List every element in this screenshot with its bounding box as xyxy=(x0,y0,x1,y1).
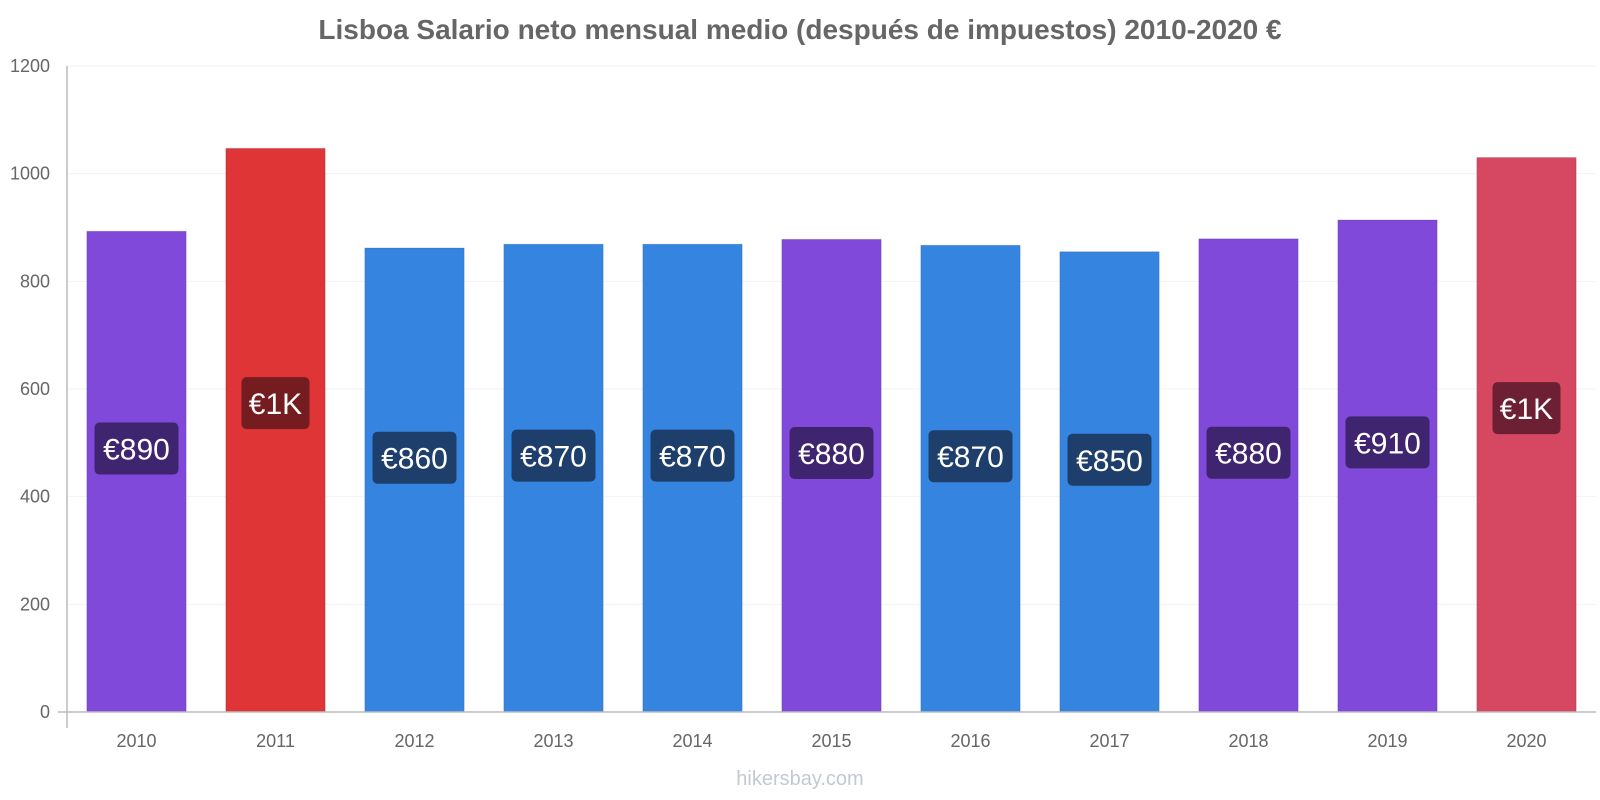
x-tick-label: 2015 xyxy=(811,731,851,751)
data-label-2019: €910 xyxy=(1345,416,1430,469)
x-tick-label: 2012 xyxy=(394,731,434,751)
data-label-text: €870 xyxy=(937,441,1004,474)
y-axis-ticks: 0 200 400 600 800 1000 1200 xyxy=(10,56,50,722)
x-tick-label: 2016 xyxy=(950,731,990,751)
x-axis-ticks: 2010 2011 2012 2013 2014 2015 2016 2017 2018 2019… xyxy=(116,731,1546,751)
data-label-box xyxy=(1492,382,1561,435)
data-label-text: €890 xyxy=(103,434,170,467)
x-tick-label: 2017 xyxy=(1089,731,1129,751)
data-label-box xyxy=(1067,433,1152,486)
watermark: hikersbay.com xyxy=(736,768,864,790)
data-label-text: €870 xyxy=(659,441,726,474)
bar-2011 xyxy=(225,147,326,713)
data-label-text: €910 xyxy=(1354,427,1421,460)
data-label-box xyxy=(241,377,310,430)
data-label-2011: €1K xyxy=(241,377,310,430)
x-tick-label: 2011 xyxy=(256,731,295,751)
data-label-2015: €880 xyxy=(789,426,874,479)
data-label-box xyxy=(94,422,179,475)
x-tick-label: 2020 xyxy=(1506,731,1546,751)
bar-2020 xyxy=(1476,157,1577,713)
data-label-text: €850 xyxy=(1076,445,1143,478)
data-label-text: €1K xyxy=(1500,393,1553,426)
data-label-box xyxy=(928,430,1013,483)
chart-title: Lisboa Salario neto mensual medio (despu… xyxy=(318,14,1282,45)
data-label-2018: €880 xyxy=(1206,426,1291,479)
data-label-2016: €870 xyxy=(928,430,1013,483)
data-label-box xyxy=(1345,416,1430,469)
data-label-text: €860 xyxy=(381,443,448,476)
data-label-text: €880 xyxy=(1215,438,1282,471)
x-tick-label: 2013 xyxy=(533,731,573,751)
data-label-box xyxy=(372,431,457,484)
y-tick-label: 800 xyxy=(20,271,50,291)
data-label-box xyxy=(650,429,735,482)
y-tick-label: 400 xyxy=(20,487,50,507)
data-label-text: €880 xyxy=(798,438,865,471)
y-tick-label: 1200 xyxy=(10,56,50,76)
data-label-box xyxy=(511,429,596,482)
x-tick-label: 2019 xyxy=(1367,731,1407,751)
y-tick-label: 200 xyxy=(20,594,50,614)
x-tick-label: 2014 xyxy=(672,731,712,751)
data-label-2014: €870 xyxy=(650,429,735,482)
data-label-2013: €870 xyxy=(511,429,596,482)
data-label-text: €1K xyxy=(249,388,302,421)
data-label-2017: €850 xyxy=(1067,433,1152,486)
data-label-box xyxy=(1206,426,1291,479)
y-tick-label: 0 xyxy=(40,702,50,722)
data-label-2020: €1K xyxy=(1492,382,1561,435)
y-tick-label: 1000 xyxy=(10,164,50,184)
x-tick-label: 2018 xyxy=(1228,731,1268,751)
axes xyxy=(58,66,1596,728)
data-label-box xyxy=(789,426,874,479)
data-label-2010: €890 xyxy=(94,422,179,475)
y-tick-label: 600 xyxy=(20,379,50,399)
x-tick-label: 2010 xyxy=(116,731,156,751)
data-labels: €890 €1K €860 €870 €870 €880 €870 €850 €880 €910 €… xyxy=(94,377,1561,486)
data-label-text: €870 xyxy=(520,441,587,474)
data-label-2012: €860 xyxy=(372,431,457,484)
